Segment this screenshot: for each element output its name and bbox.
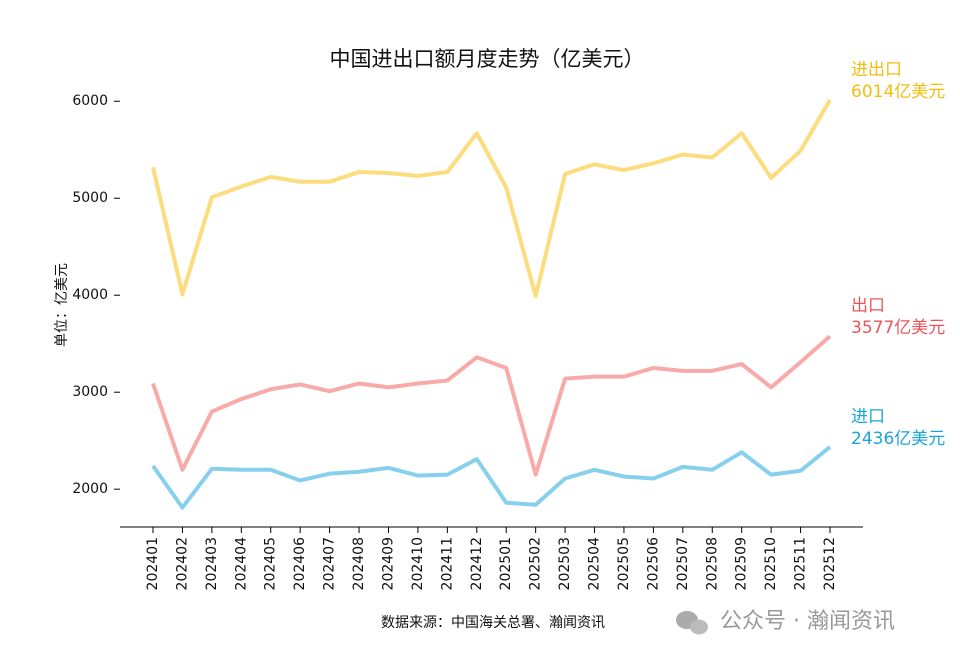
line-series [151, 334, 832, 477]
x-tick-label: 202404 [233, 537, 249, 591]
series-label: 出口 [851, 296, 885, 316]
x-tick-label: 202407 [322, 537, 338, 590]
x-tick-label: 202512 [822, 537, 838, 590]
x-tick-label: 202401 [145, 537, 161, 590]
x-tick-label: 202510 [763, 537, 779, 590]
source-note: 数据来源：中国海关总署、瀚闻资讯 [381, 615, 605, 631]
x-tick-label: 202506 [645, 537, 661, 591]
y-tick-label: 4000 [72, 287, 108, 303]
x-tick-label: 202402 [174, 537, 190, 590]
series-label: 进口 [851, 407, 885, 427]
value-label: 3577亿美元 [851, 318, 945, 338]
x-tick-label: 202508 [704, 537, 720, 590]
x-tick-label: 202405 [263, 537, 279, 590]
watermark-icon [676, 611, 708, 635]
value-label: 2436亿美元 [851, 429, 945, 449]
x-tick-label: 202503 [557, 537, 573, 590]
x-tick-label: 202509 [734, 537, 750, 590]
x-tick-label: 202410 [410, 537, 426, 590]
x-tick-label: 202507 [675, 537, 691, 590]
x-tick-label: 202406 [292, 537, 308, 591]
y-tick-label: 5000 [72, 190, 108, 206]
watermark: 公众号 · 瀚闻资讯 [720, 609, 895, 634]
x-tick-label: 202502 [528, 537, 544, 590]
x-tick-label: 202409 [380, 537, 396, 590]
x-tick-label: 202511 [793, 537, 809, 590]
chart-title: 中国进出口额月度走势（亿美元） [330, 47, 645, 71]
x-tick-label: 202411 [439, 537, 455, 590]
y-tick-label: 3000 [72, 384, 108, 400]
x-tick-label: 202505 [616, 537, 632, 590]
series-label: 进出口 [851, 60, 902, 80]
x-tick-label: 202501 [498, 537, 514, 590]
y-axis-label: 单位：亿美元 [54, 263, 70, 347]
value-label: 6014亿美元 [851, 82, 945, 102]
y-tick-label: 2000 [72, 481, 108, 497]
line-series [151, 98, 832, 299]
x-tick-label: 202408 [351, 537, 367, 590]
y-tick-label: 6000 [72, 93, 108, 109]
x-tick-label: 202403 [204, 537, 220, 590]
x-tick-label: 202504 [587, 537, 603, 591]
line-series [151, 445, 832, 510]
x-tick-label: 202412 [469, 537, 485, 590]
